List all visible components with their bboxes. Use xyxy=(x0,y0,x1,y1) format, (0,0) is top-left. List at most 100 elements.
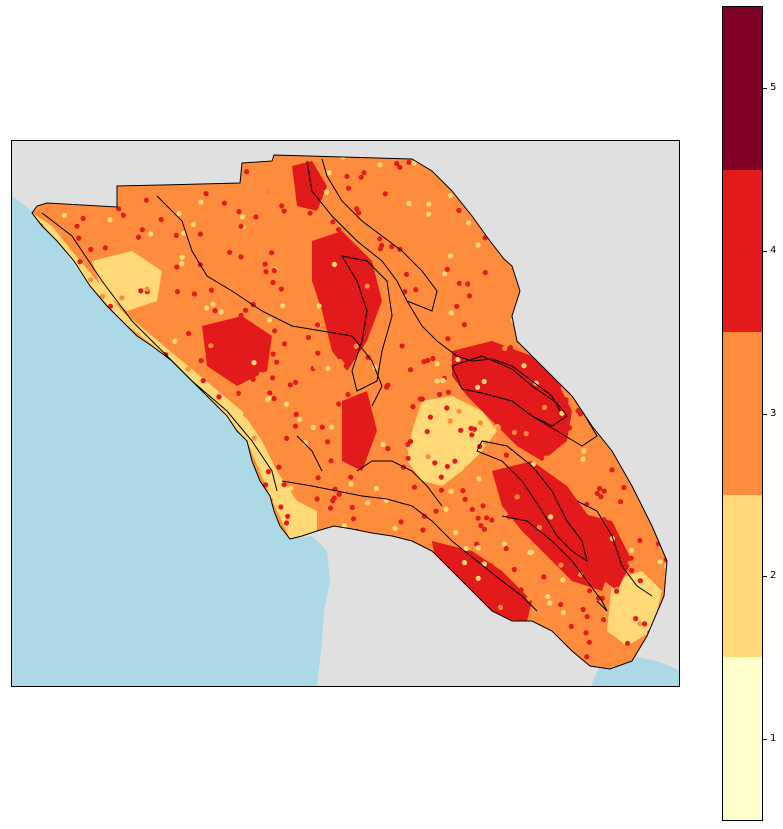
hex-cell xyxy=(333,268,339,274)
hex-cell xyxy=(88,277,94,283)
hex-cell xyxy=(586,315,593,321)
hex-cell xyxy=(326,170,332,176)
hex-cell xyxy=(336,583,343,589)
hex-cell xyxy=(148,169,154,176)
hex-cell xyxy=(231,396,237,402)
hex-cell xyxy=(521,169,527,175)
hex-cell xyxy=(458,427,464,433)
hex-cell xyxy=(594,238,601,244)
hex-cell xyxy=(513,601,519,607)
hex-cell xyxy=(205,338,211,344)
hex-cell xyxy=(525,371,532,377)
hex-cell xyxy=(394,297,400,303)
hex-cell xyxy=(336,401,342,407)
hex-cell xyxy=(355,531,361,537)
hex-cell xyxy=(274,359,280,365)
hex-cell xyxy=(651,500,657,506)
hex-cell xyxy=(570,270,577,276)
hex-cell xyxy=(488,563,494,569)
hex-cell xyxy=(120,212,126,218)
hex-cell xyxy=(216,394,222,400)
hex-cell xyxy=(587,588,593,594)
hex-cell xyxy=(341,523,347,529)
hex-cell xyxy=(364,283,370,289)
hex-cell xyxy=(270,375,276,381)
hex-cell xyxy=(420,176,426,182)
hex-cell xyxy=(654,454,660,460)
hex-cell xyxy=(663,614,667,620)
hex-cell xyxy=(433,508,439,514)
hex-cell xyxy=(419,187,425,193)
hex-cell xyxy=(649,286,655,292)
hex-cell xyxy=(560,203,566,209)
hex-cell xyxy=(272,328,278,334)
hex-cell xyxy=(628,555,634,561)
hex-cell xyxy=(487,642,494,648)
hex-cell xyxy=(611,564,617,570)
hex-cell xyxy=(187,286,194,292)
hex-cell xyxy=(532,181,538,187)
hex-cell xyxy=(342,338,348,344)
hex-cell xyxy=(427,414,433,420)
hex-cell xyxy=(432,460,438,466)
hex-cell xyxy=(544,475,550,481)
hex-cell xyxy=(434,585,440,591)
hex-cell xyxy=(499,198,505,204)
hex-cell xyxy=(173,232,179,238)
hex-cell xyxy=(179,261,185,267)
hex-cell xyxy=(403,271,410,277)
hex-cell xyxy=(637,578,643,584)
hex-cell xyxy=(637,621,643,627)
map-panel[interactable] xyxy=(11,140,680,687)
hex-cell xyxy=(555,212,561,218)
map-canvas xyxy=(12,154,679,686)
hex-cell xyxy=(374,416,380,422)
hex-cell xyxy=(191,291,198,297)
hex-cell xyxy=(266,317,272,323)
hex-cell xyxy=(148,176,155,182)
hex-cell xyxy=(411,160,417,166)
hex-cell xyxy=(619,311,625,317)
hex-cell xyxy=(434,378,440,384)
hex-cell xyxy=(338,662,344,668)
hex-cell xyxy=(235,390,241,396)
hex-cell xyxy=(405,415,411,421)
hex-cell xyxy=(66,155,73,161)
hex-cell xyxy=(143,197,149,203)
hex-cell xyxy=(466,293,473,299)
hex-cell xyxy=(377,246,383,252)
hex-cell xyxy=(84,187,90,193)
hex-cell xyxy=(588,168,594,175)
hex-cell xyxy=(313,488,319,494)
hex-cell xyxy=(323,189,330,195)
hex-cell xyxy=(174,289,181,295)
hex-cell xyxy=(405,455,411,461)
hex-cell xyxy=(437,391,443,397)
hex-cell xyxy=(210,301,216,307)
hex-cell xyxy=(271,396,277,402)
hex-cell xyxy=(305,334,311,340)
hex-cell xyxy=(596,292,602,298)
colorbar-tick-1 xyxy=(763,738,767,740)
colorbar-tick-3 xyxy=(763,413,767,415)
hex-cell xyxy=(520,660,527,666)
hex-cell xyxy=(232,347,238,353)
hex-cell xyxy=(580,606,586,613)
hex-cell xyxy=(607,495,613,502)
hex-cell xyxy=(447,253,454,259)
hex-cell xyxy=(337,358,343,365)
hex-cell xyxy=(494,660,500,666)
hex-cell xyxy=(518,587,524,593)
colorbar-tick-5 xyxy=(763,88,767,90)
hex-cell xyxy=(630,443,636,449)
hex-cell xyxy=(389,645,395,651)
hex-cell xyxy=(348,474,354,480)
hex-cell xyxy=(534,428,540,434)
hex-cell xyxy=(621,484,627,491)
hex-cell xyxy=(406,200,412,206)
hex-cell xyxy=(296,265,302,271)
hex-cell xyxy=(518,217,524,223)
hex-cell xyxy=(270,279,276,286)
hex-cell xyxy=(606,214,612,220)
hex-cell xyxy=(597,485,603,492)
